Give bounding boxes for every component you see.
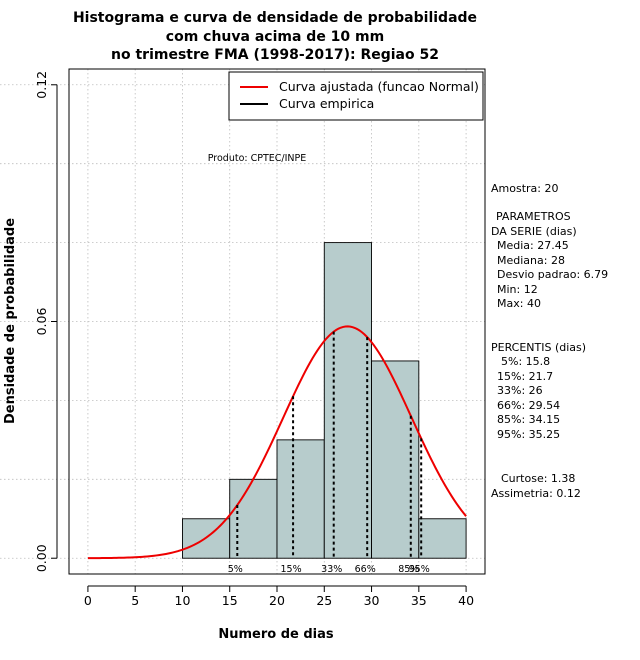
histogram-bar-2 bbox=[276, 439, 325, 559]
chart-title-line-2: com chuva acima de 10 mm bbox=[166, 29, 384, 45]
stat-assimetria: Assimetria: 0.12 bbox=[491, 487, 581, 500]
x-tick-label-15: 15 bbox=[222, 593, 238, 608]
stat-mediana: Mediana: 28 bbox=[497, 254, 565, 267]
percentile-lines: 5% 15% 33% 66% 85%95% bbox=[228, 331, 430, 575]
plot-frame bbox=[68, 68, 486, 575]
sample-size: Amostra: 20 bbox=[491, 182, 559, 195]
stat-media: Media: 27.45 bbox=[497, 239, 569, 252]
stat-p15: 15%: 21.7 bbox=[497, 370, 554, 383]
percentile-label-3: 66% bbox=[355, 564, 376, 575]
stat-p5: 5%: 15.8 bbox=[501, 355, 551, 368]
legend-label-fitted: Curva ajustada (funcao Normal) bbox=[279, 79, 479, 94]
chart-title: Histograma e curva de densidade de proba… bbox=[73, 10, 477, 63]
x-axis-label: Numero de dias bbox=[218, 627, 334, 642]
stat-desvio: Desvio padrao: 6.79 bbox=[497, 268, 609, 281]
params-header-1: PARAMETROS bbox=[496, 210, 571, 223]
x-tick-label-30: 30 bbox=[364, 593, 380, 608]
y-axis: 0.00 0.06 0.12 bbox=[34, 71, 58, 572]
y-tick-label-0: 0.00 bbox=[34, 544, 49, 572]
x-tick-label-35: 35 bbox=[411, 593, 427, 608]
percentile-label-4: 85% bbox=[398, 564, 419, 575]
x-axis: 0 5 10 15 20 25 30 35 40 bbox=[84, 585, 474, 608]
percentile-label-2: 33% bbox=[321, 564, 342, 575]
normal-curve bbox=[87, 325, 467, 560]
product-annotation: Produto: CPTEC/INPE bbox=[208, 153, 307, 164]
stat-p95: 95%: 35.25 bbox=[497, 428, 561, 441]
legend: Curva ajustada (funcao Normal) Curva emp… bbox=[228, 71, 484, 121]
y-tick-label-1: 0.06 bbox=[34, 308, 49, 336]
percentile-label-1: 15% bbox=[281, 564, 302, 575]
stat-max: Max: 40 bbox=[497, 297, 541, 310]
stat-min: Min: 12 bbox=[497, 283, 538, 296]
x-tick-label-40: 40 bbox=[458, 593, 474, 608]
chart-title-line-3: no trimestre FMA (1998-2017): Regiao 52 bbox=[111, 47, 439, 63]
percentile-label-5: 95% bbox=[409, 564, 430, 575]
stat-p85: 85%: 34.15 bbox=[497, 413, 561, 426]
percentiles-header: PERCENTIS (dias) bbox=[491, 341, 587, 354]
params-header-2: DA SERIE (dias) bbox=[491, 225, 577, 238]
y-tick-label-2: 0.12 bbox=[34, 71, 49, 99]
histogram-bar-3 bbox=[323, 242, 372, 559]
stat-p33: 33%: 26 bbox=[497, 384, 543, 397]
legend-box bbox=[228, 71, 484, 121]
x-tick-label-20: 20 bbox=[269, 593, 285, 608]
stat-curtose: Curtose: 1.38 bbox=[501, 472, 576, 485]
x-tick-label-5: 5 bbox=[131, 593, 139, 608]
chart-title-line-1: Histograma e curva de densidade de proba… bbox=[73, 10, 477, 26]
x-tick-label-0: 0 bbox=[84, 593, 92, 608]
x-tick-label-10: 10 bbox=[175, 593, 191, 608]
histogram-bar-5 bbox=[418, 518, 467, 559]
y-axis-label: Densidade de probabilidade bbox=[3, 218, 18, 424]
normal-curve-layer bbox=[87, 325, 467, 560]
stat-p66: 66%: 29.54 bbox=[497, 399, 561, 412]
percentile-label-0: 5% bbox=[228, 564, 243, 575]
x-tick-label-25: 25 bbox=[316, 593, 332, 608]
legend-label-empirical: Curva empirica bbox=[279, 96, 374, 111]
